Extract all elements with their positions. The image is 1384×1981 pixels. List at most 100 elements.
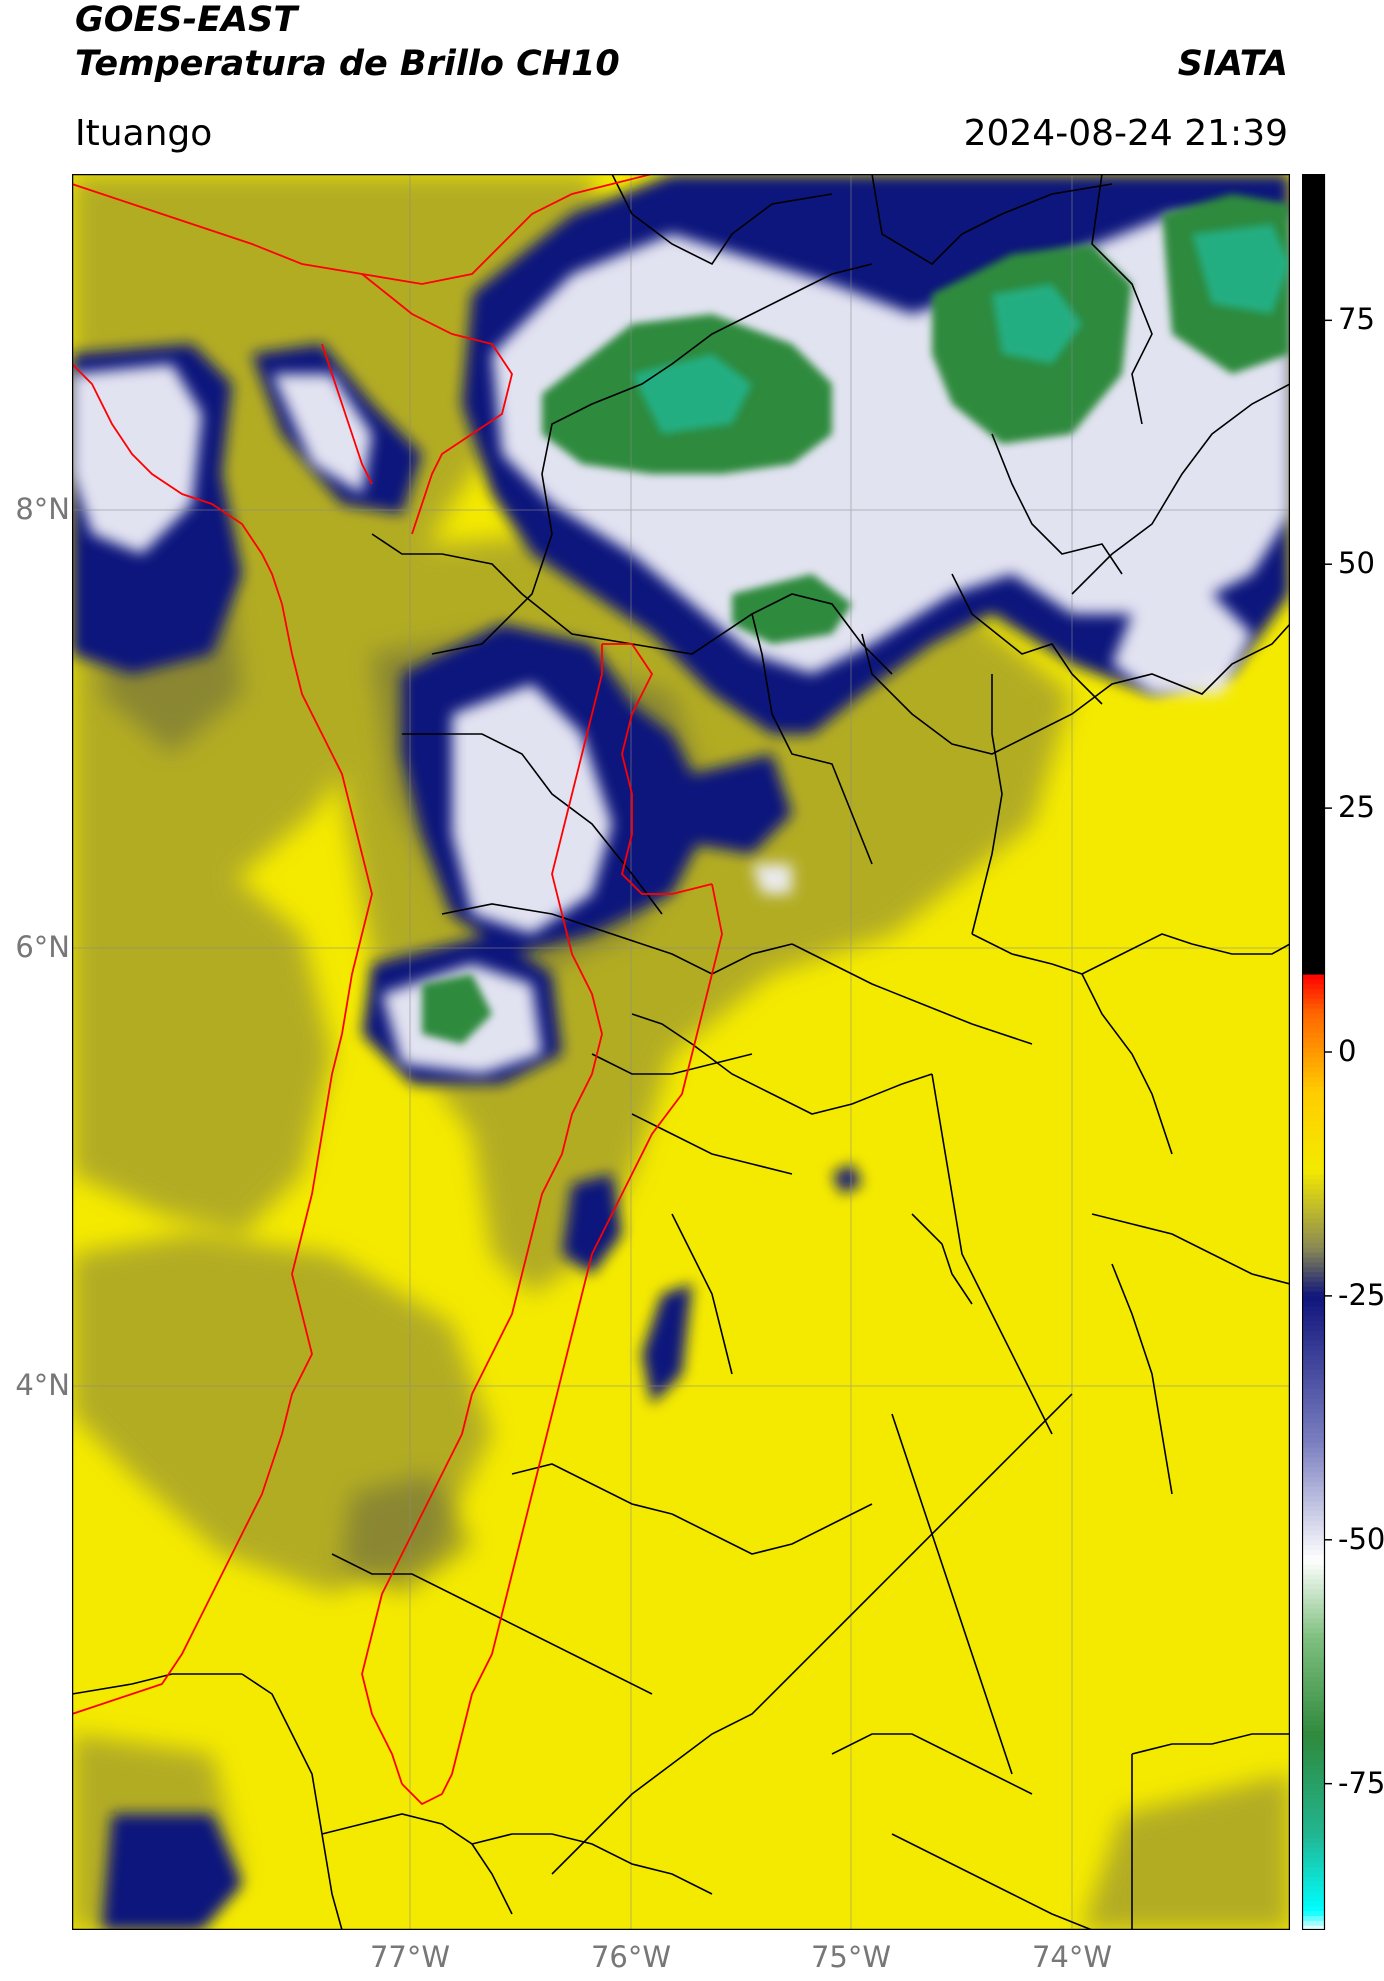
- colorbar-band: [1302, 1544, 1324, 1551]
- colorbar-band: [1302, 413, 1324, 419]
- colorbar-band: [1302, 1427, 1324, 1434]
- colorbar-band: [1302, 1261, 1324, 1268]
- colorbar-band: [1302, 1256, 1324, 1263]
- colorbar-band: [1302, 1651, 1324, 1658]
- colorbar-band: [1302, 1890, 1324, 1897]
- colorbar-band: [1302, 1047, 1324, 1053]
- colorbar-band: [1302, 1315, 1324, 1321]
- colorbar-band: [1302, 1847, 1324, 1853]
- colorbar-band: [1302, 1251, 1324, 1258]
- colorbar-band: [1302, 295, 1324, 302]
- colorbar-band: [1302, 1276, 1324, 1282]
- colorbar-band: [1302, 1690, 1324, 1697]
- colorbar-band: [1302, 491, 1324, 497]
- location-label: Ituango: [75, 113, 213, 154]
- colorbar-label: 0: [1338, 1034, 1357, 1068]
- colorbar-band: [1302, 1569, 1324, 1575]
- colorbar-band: [1302, 949, 1324, 956]
- colorbar-band: [1302, 481, 1324, 487]
- colorbar-band: [1302, 705, 1324, 712]
- colorbar-band: [1302, 1208, 1324, 1214]
- colorbar-band: [1302, 920, 1324, 926]
- colorbar-band: [1302, 452, 1324, 458]
- colorbar-band: [1302, 1222, 1324, 1229]
- datetime-label: 2024-08-24 21:39: [963, 113, 1288, 154]
- colorbar-band: [1302, 573, 1324, 580]
- colorbar-band: [1302, 237, 1324, 243]
- colorbar-band: [1302, 993, 1324, 999]
- colorbar-band: [1302, 1764, 1324, 1770]
- colorbar-band: [1302, 1671, 1324, 1677]
- colorbar-band: [1302, 1593, 1324, 1599]
- colorbar-band: [1302, 1364, 1324, 1370]
- colorbar-band: [1302, 203, 1324, 209]
- colorbar-band: [1302, 1617, 1324, 1624]
- colorbar-band: [1302, 178, 1324, 185]
- colorbar-band: [1302, 461, 1324, 468]
- colorbar-band: [1302, 1530, 1324, 1536]
- colorbar-band: [1302, 1627, 1324, 1634]
- colorbar-band: [1302, 647, 1324, 653]
- colorbar-band: [1302, 1734, 1324, 1741]
- colorbar-band: [1302, 471, 1324, 478]
- colorbar-band: [1302, 652, 1324, 658]
- product-title: Temperatura de Brillo CH10: [75, 44, 620, 84]
- colorbar-band: [1302, 1715, 1324, 1721]
- colorbar-band: [1302, 456, 1324, 463]
- colorbar-band: [1302, 754, 1324, 760]
- colorbar-band: [1302, 1178, 1324, 1185]
- colorbar-band: [1302, 486, 1324, 492]
- colorbar-band: [1302, 1281, 1324, 1287]
- colorbar-band: [1302, 1491, 1324, 1497]
- colorbar-band: [1302, 256, 1324, 263]
- colorbar-band: [1302, 1125, 1324, 1131]
- colorbar-band: [1302, 344, 1324, 351]
- colorbar-band: [1302, 613, 1324, 619]
- colorbar-band: [1302, 1217, 1324, 1224]
- colorbar-band: [1302, 520, 1324, 526]
- colorbar-band: [1302, 208, 1324, 214]
- colorbar-band: [1302, 988, 1324, 995]
- colorbar-band: [1302, 1515, 1324, 1521]
- lon-tick-77w: 77°W: [369, 1940, 451, 1974]
- colorbar-band: [1302, 915, 1324, 921]
- colorbar-band: [1302, 422, 1324, 429]
- colorbar-band: [1302, 1876, 1324, 1882]
- colorbar-band: [1302, 827, 1324, 834]
- colorbar-band: [1302, 403, 1324, 409]
- colorbar-band: [1302, 1095, 1324, 1102]
- colorbar-band: [1302, 1447, 1324, 1453]
- colorbar-band: [1302, 252, 1324, 258]
- colorbar-band: [1302, 1139, 1324, 1146]
- colorbar-band: [1302, 1393, 1324, 1399]
- colorbar-band: [1302, 1905, 1324, 1912]
- colorbar-band: [1302, 969, 1324, 975]
- colorbar-band: [1302, 1886, 1324, 1892]
- colorbar-band: [1302, 793, 1324, 799]
- colorbar-band: [1302, 1320, 1324, 1326]
- colorbar-band: [1302, 876, 1324, 882]
- colorbar-band: [1302, 1798, 1324, 1804]
- colorbar-band: [1302, 544, 1324, 551]
- colorbar-band: [1302, 1442, 1324, 1448]
- colorbar-band: [1302, 261, 1324, 268]
- colorbar-band: [1302, 1744, 1324, 1751]
- colorbar-band: [1302, 671, 1324, 678]
- colorbar-band: [1302, 734, 1324, 741]
- colorbar-band: [1302, 759, 1324, 765]
- colorbar-band: [1302, 476, 1324, 482]
- colorbar-band: [1302, 842, 1324, 848]
- colorbar-band: [1302, 1554, 1324, 1560]
- colorbar-band: [1302, 676, 1324, 682]
- colorbar-band: [1302, 1012, 1324, 1019]
- colorbar-band: [1302, 300, 1324, 307]
- colorbar-band: [1302, 1895, 1324, 1902]
- colorbar-band: [1302, 1286, 1324, 1292]
- colorbar-band: [1302, 1710, 1324, 1716]
- colorbar-band: [1302, 373, 1324, 380]
- colorbar-band: [1302, 310, 1324, 317]
- colorbar-band: [1302, 534, 1324, 541]
- department-borders: [72, 174, 723, 1806]
- colorbar-band: [1302, 1339, 1324, 1346]
- colorbar-band: [1302, 1749, 1324, 1755]
